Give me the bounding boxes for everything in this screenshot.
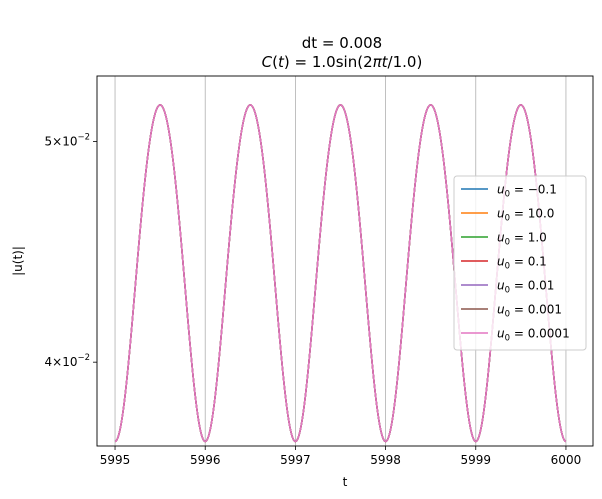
y-axis-label: |u(t)| [11, 246, 25, 276]
y-ticks: 5×10−2 4×10−2 [45, 132, 97, 369]
legend-label: u0 = 0.01 [497, 279, 554, 296]
y-tick-label: 5×10−2 [45, 132, 91, 148]
x-ticks: 5995 5996 5997 5998 5999 6000 [100, 446, 581, 467]
legend-label: u0 = 10.0 [497, 207, 554, 224]
chart-title-line2: C(t) = 1.0sin(2πt/1.0) [262, 53, 423, 71]
legend-label: u0 = 0.1 [497, 255, 547, 272]
legend-label: u0 = 0.001 [497, 303, 562, 320]
x-tick-label: 5997 [280, 453, 311, 467]
chart-title-line1: dt = 0.008 [302, 34, 382, 52]
x-axis-label: t [343, 475, 348, 489]
x-tick-label: 6000 [551, 453, 582, 467]
legend-box [453, 175, 587, 351]
x-tick-label: 5995 [100, 453, 131, 467]
legend-label: u0 = 1.0 [497, 231, 547, 248]
x-tick-label: 5999 [460, 453, 491, 467]
plot-frame [96, 75, 594, 447]
x-tick-label: 5998 [370, 453, 401, 467]
legend-label: u0 = −0.1 [497, 183, 557, 200]
legend-label: u0 = 0.0001 [497, 327, 570, 344]
legend: u0 = −0.1 u0 = 10.0 u0 = 1.0 u0 = 0.1 u0 = 0… [453, 175, 587, 351]
y-tick-label: 4×10−2 [45, 353, 91, 369]
x-tick-label: 5996 [190, 453, 221, 467]
